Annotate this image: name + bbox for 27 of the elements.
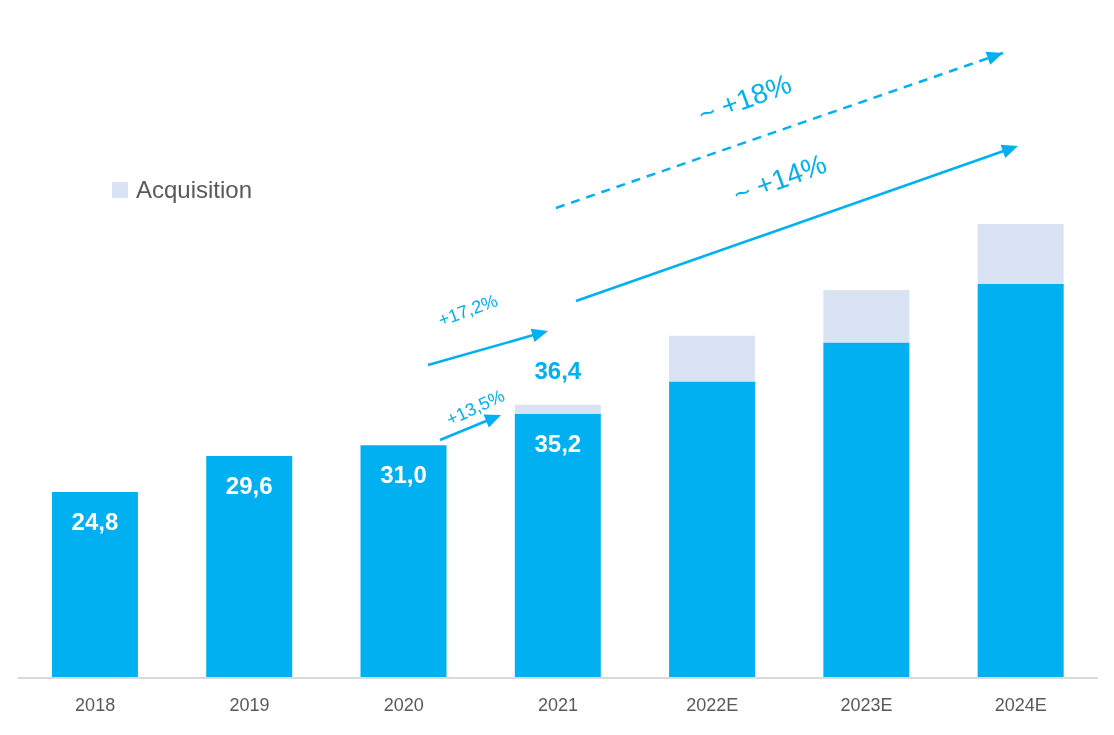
text: ~ +14% (729, 148, 831, 211)
legend-label: Acquisition (136, 176, 253, 204)
x-tick-label: 2018 (75, 694, 116, 715)
x-tick-label: 2023E (840, 694, 893, 715)
bar (823, 290, 910, 343)
x-tick-label: 2024E (994, 694, 1047, 715)
data-label: 35,2 (534, 429, 582, 457)
x-tick-label: 2020 (383, 694, 424, 715)
annotation: +17,2% (435, 290, 501, 331)
bar (51, 491, 138, 678)
bar (514, 413, 601, 678)
total-label: 36,4 (534, 356, 582, 384)
bar (206, 455, 293, 678)
bar (514, 404, 601, 414)
text: ~ +18% (694, 68, 796, 131)
x-tick-label: 2022E (686, 694, 739, 715)
bar (823, 342, 910, 678)
bar (977, 284, 1064, 678)
x-tick-label: 2019 (229, 694, 270, 715)
data-label: 31,0 (380, 461, 427, 489)
bar (977, 224, 1064, 285)
bar (360, 445, 447, 678)
bar (669, 381, 756, 678)
x-tick-label: 2021 (537, 694, 579, 715)
data-label: 29,6 (225, 471, 273, 499)
data-label: 24,8 (71, 507, 119, 535)
bar (669, 335, 756, 382)
